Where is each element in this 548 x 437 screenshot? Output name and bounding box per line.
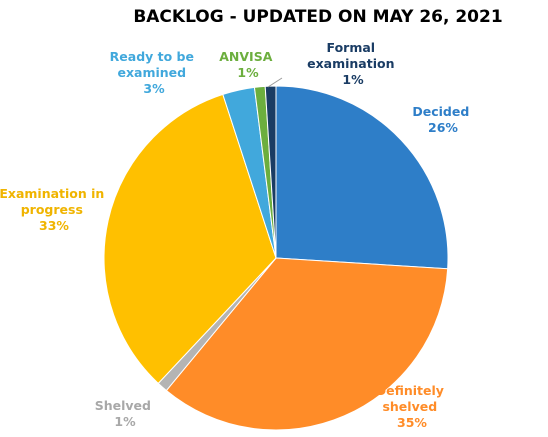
slice-label-examination-in-progress: Examination in progress 33%	[0, 186, 109, 233]
slice-label-anvisa: ANVISA 1%	[219, 49, 277, 80]
slice-name-anvisa: ANVISA	[219, 49, 272, 64]
slice-value-formal-examination: 1%	[342, 72, 364, 87]
slice-name-definitely-shelved-2: shelved	[382, 399, 437, 414]
chart-title: BACKLOG - UPDATED ON MAY 26, 2021	[133, 7, 502, 27]
slice-value-anvisa: 1%	[237, 65, 259, 80]
slice-value-definitely-shelved: 35%	[397, 415, 427, 430]
slice-label-ready-to-be-examined: Ready to be examined 3%	[110, 49, 199, 96]
slice-name-ready-to-be-examined-2: examined	[118, 65, 187, 80]
slice-label-definitely-shelved: Definitely shelved 35%	[376, 383, 449, 430]
slice-name-formal-examination-1: Formal	[327, 40, 376, 55]
leader-line-formal-examination	[267, 77, 283, 88]
slice-value-decided: 26%	[428, 120, 458, 135]
slice-label-formal-examination: Formal examination 1%	[307, 40, 399, 87]
slice-name-decided: Decided	[412, 104, 469, 119]
slice-name-ready-to-be-examined-1: Ready to be	[110, 49, 194, 64]
slice-value-examination-in-progress: 33%	[39, 218, 69, 233]
slice-value-shelved: 1%	[114, 414, 136, 429]
pie-slice-examination-in-progress	[103, 93, 277, 385]
pie-slices	[103, 85, 449, 431]
slice-name-shelved: Shelved	[95, 398, 151, 413]
slice-value-ready-to-be-examined: 3%	[143, 81, 165, 96]
slice-name-definitely-shelved-1: Definitely	[376, 383, 444, 398]
pie-slice-definitely-shelved	[165, 257, 449, 431]
pie-slice-formal-examination	[264, 85, 277, 259]
pie-slice-decided	[275, 85, 449, 270]
slice-name-formal-examination-2: examination	[307, 56, 394, 71]
slice-name-examination-in-progress-1: Examination in	[0, 186, 104, 201]
slice-label-shelved: Shelved 1%	[95, 398, 156, 429]
slice-name-examination-in-progress-2: progress	[21, 202, 83, 217]
slice-label-decided: Decided 26%	[412, 104, 473, 135]
